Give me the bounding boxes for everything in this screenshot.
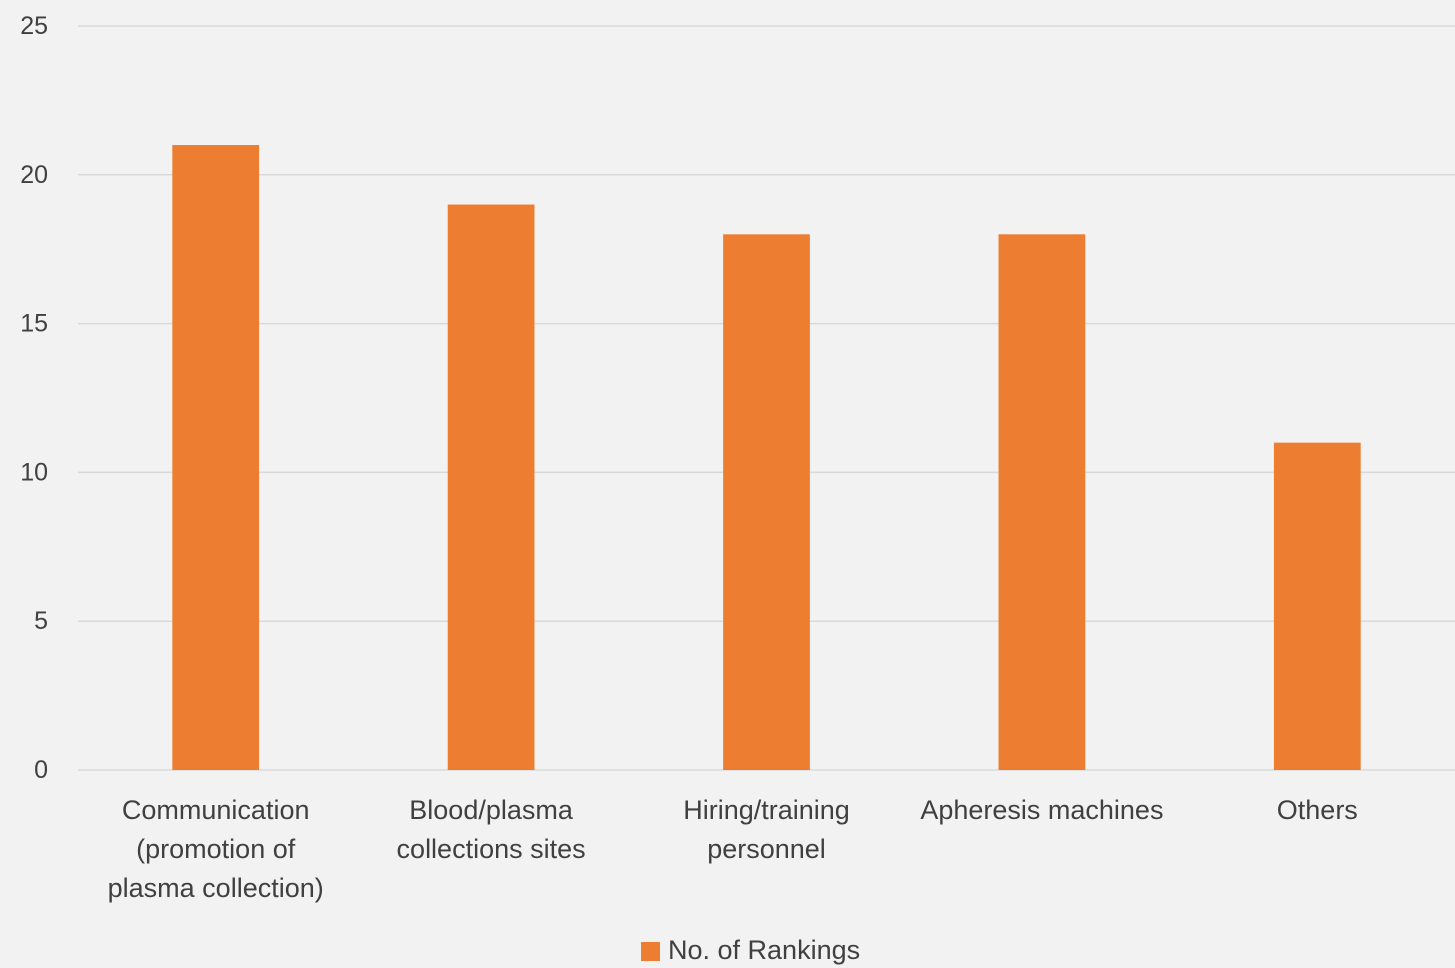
y-tick-label: 5: [34, 607, 48, 635]
bar: [999, 234, 1086, 770]
x-axis-ticks: Communication (promotion of plasma collect…: [108, 795, 1358, 903]
bar: [723, 234, 810, 770]
x-tick-label: Others: [1277, 795, 1358, 825]
bar: [448, 205, 535, 770]
y-axis-ticks: 0 5 10 15 20 25: [20, 12, 48, 784]
x-tick-label: Communication (promotion of plasma collect…: [108, 795, 324, 903]
y-tick-label: 10: [20, 458, 48, 486]
bars: [172, 145, 1360, 770]
y-tick-label: 0: [34, 756, 48, 784]
y-tick-label: 20: [20, 161, 48, 189]
bar: [172, 145, 259, 770]
bar: [1274, 443, 1361, 770]
legend: No. of Rankings: [641, 935, 860, 965]
legend-swatch: [641, 942, 660, 961]
y-tick-label: 15: [20, 310, 48, 338]
y-tick-label: 25: [20, 12, 48, 40]
x-tick-label: Apheresis machines: [920, 795, 1163, 825]
x-tick-label: Blood/plasma collections sites: [397, 795, 586, 864]
x-tick-label: Hiring/training personnel: [683, 795, 850, 864]
legend-label: No. of Rankings: [668, 935, 860, 965]
